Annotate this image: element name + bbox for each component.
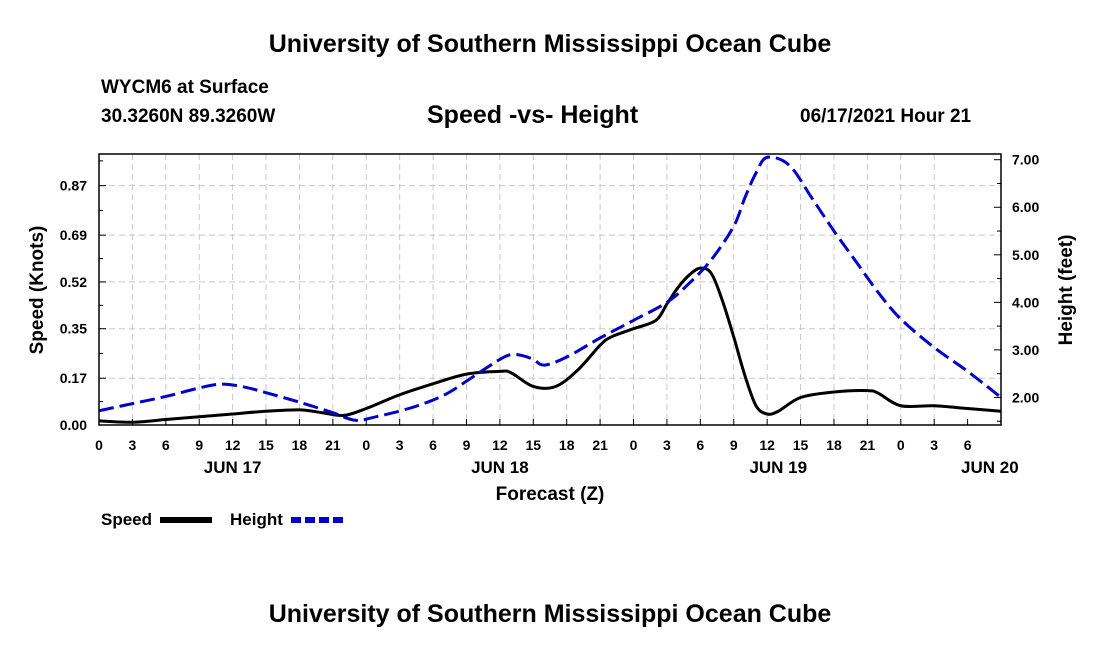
date-label: JUN 20 xyxy=(961,458,1019,477)
y-right-tick-label: 6.00 xyxy=(1012,199,1039,215)
station-label: WYCM6 at Surface xyxy=(101,77,269,98)
x-tick-label: 6 xyxy=(696,437,704,453)
legend: Speed Height xyxy=(101,510,343,529)
datetime-label: 06/17/2021 Hour 21 xyxy=(800,106,972,127)
x-tick-label: 3 xyxy=(396,437,404,453)
y-left-tick-label: 0.17 xyxy=(60,370,87,386)
y-left-tick-label: 0.69 xyxy=(60,227,87,243)
chart-title: Speed -vs- Height xyxy=(427,101,639,129)
y-axis-label-left: Speed (Knots) xyxy=(27,226,48,355)
footer-title: University of Southern Mississippi Ocean… xyxy=(268,600,832,628)
series-layer xyxy=(98,155,1002,424)
y-left-tick-label: 0.35 xyxy=(60,321,87,337)
x-tick-label: 15 xyxy=(258,437,274,453)
legend-label-height: Height xyxy=(230,510,283,529)
series-line-speed xyxy=(98,266,1002,424)
x-tick-label: 3 xyxy=(129,437,137,453)
page-title: University of Southern Mississippi Ocean… xyxy=(268,30,832,58)
series-line-height xyxy=(98,155,1002,422)
x-tick-label: 9 xyxy=(463,437,471,453)
x-tick-label: 9 xyxy=(730,437,738,453)
coordinates-label: 30.3260N 89.3260W xyxy=(101,106,276,127)
x-tick-label: 9 xyxy=(195,437,203,453)
x-tick-label: 0 xyxy=(95,437,103,453)
x-axis-label: Forecast (Z) xyxy=(496,484,605,505)
x-tick-label: 0 xyxy=(897,437,905,453)
x-tick-label: 3 xyxy=(930,437,938,453)
x-tick-label: 15 xyxy=(526,437,542,453)
y-left-tick-label: 0.00 xyxy=(60,417,87,433)
x-tick-label: 0 xyxy=(630,437,638,453)
plot-frame xyxy=(98,153,1002,426)
x-tick-label: 18 xyxy=(826,437,842,453)
x-tick-label: 3 xyxy=(663,437,671,453)
x-tick-label: 18 xyxy=(559,437,575,453)
x-tick-label: 21 xyxy=(860,437,876,453)
y-right-tick-label: 2.00 xyxy=(1012,389,1039,405)
y-right-tick-label: 5.00 xyxy=(1012,247,1039,263)
y-right-tick-label: 7.00 xyxy=(1012,152,1039,168)
date-label: JUN 18 xyxy=(471,458,529,477)
x-tick-label: 0 xyxy=(362,437,370,453)
date-label: JUN 17 xyxy=(204,458,262,477)
y-left-tick-label: 0.87 xyxy=(60,178,87,194)
x-tick-label: 21 xyxy=(325,437,341,453)
x-tick-label: 12 xyxy=(225,437,241,453)
x-tick-label: 12 xyxy=(492,437,508,453)
y-right-tick-label: 4.00 xyxy=(1012,294,1039,310)
x-tick-label: 21 xyxy=(592,437,608,453)
x-tick-label: 12 xyxy=(759,437,775,453)
grid-layer xyxy=(99,154,1001,425)
date-label: JUN 19 xyxy=(749,458,807,477)
y-right-tick-label: 3.00 xyxy=(1012,342,1039,358)
x-tick-label: 15 xyxy=(793,437,809,453)
y-left-tick-label: 0.52 xyxy=(60,274,87,290)
axes-layer: 0 3 6 9 12 15 18 21 0 3 6 9 12 15 18 21 0 3 6 9 12 15 18 21 0 3 6 J… xyxy=(60,152,1040,477)
x-tick-label: 18 xyxy=(292,437,308,453)
x-tick-label: 6 xyxy=(162,437,170,453)
legend-label-speed: Speed xyxy=(101,510,152,529)
y-axis-label-right: Height (feet) xyxy=(1056,235,1077,346)
x-tick-label: 6 xyxy=(964,437,972,453)
x-tick-label: 6 xyxy=(429,437,437,453)
